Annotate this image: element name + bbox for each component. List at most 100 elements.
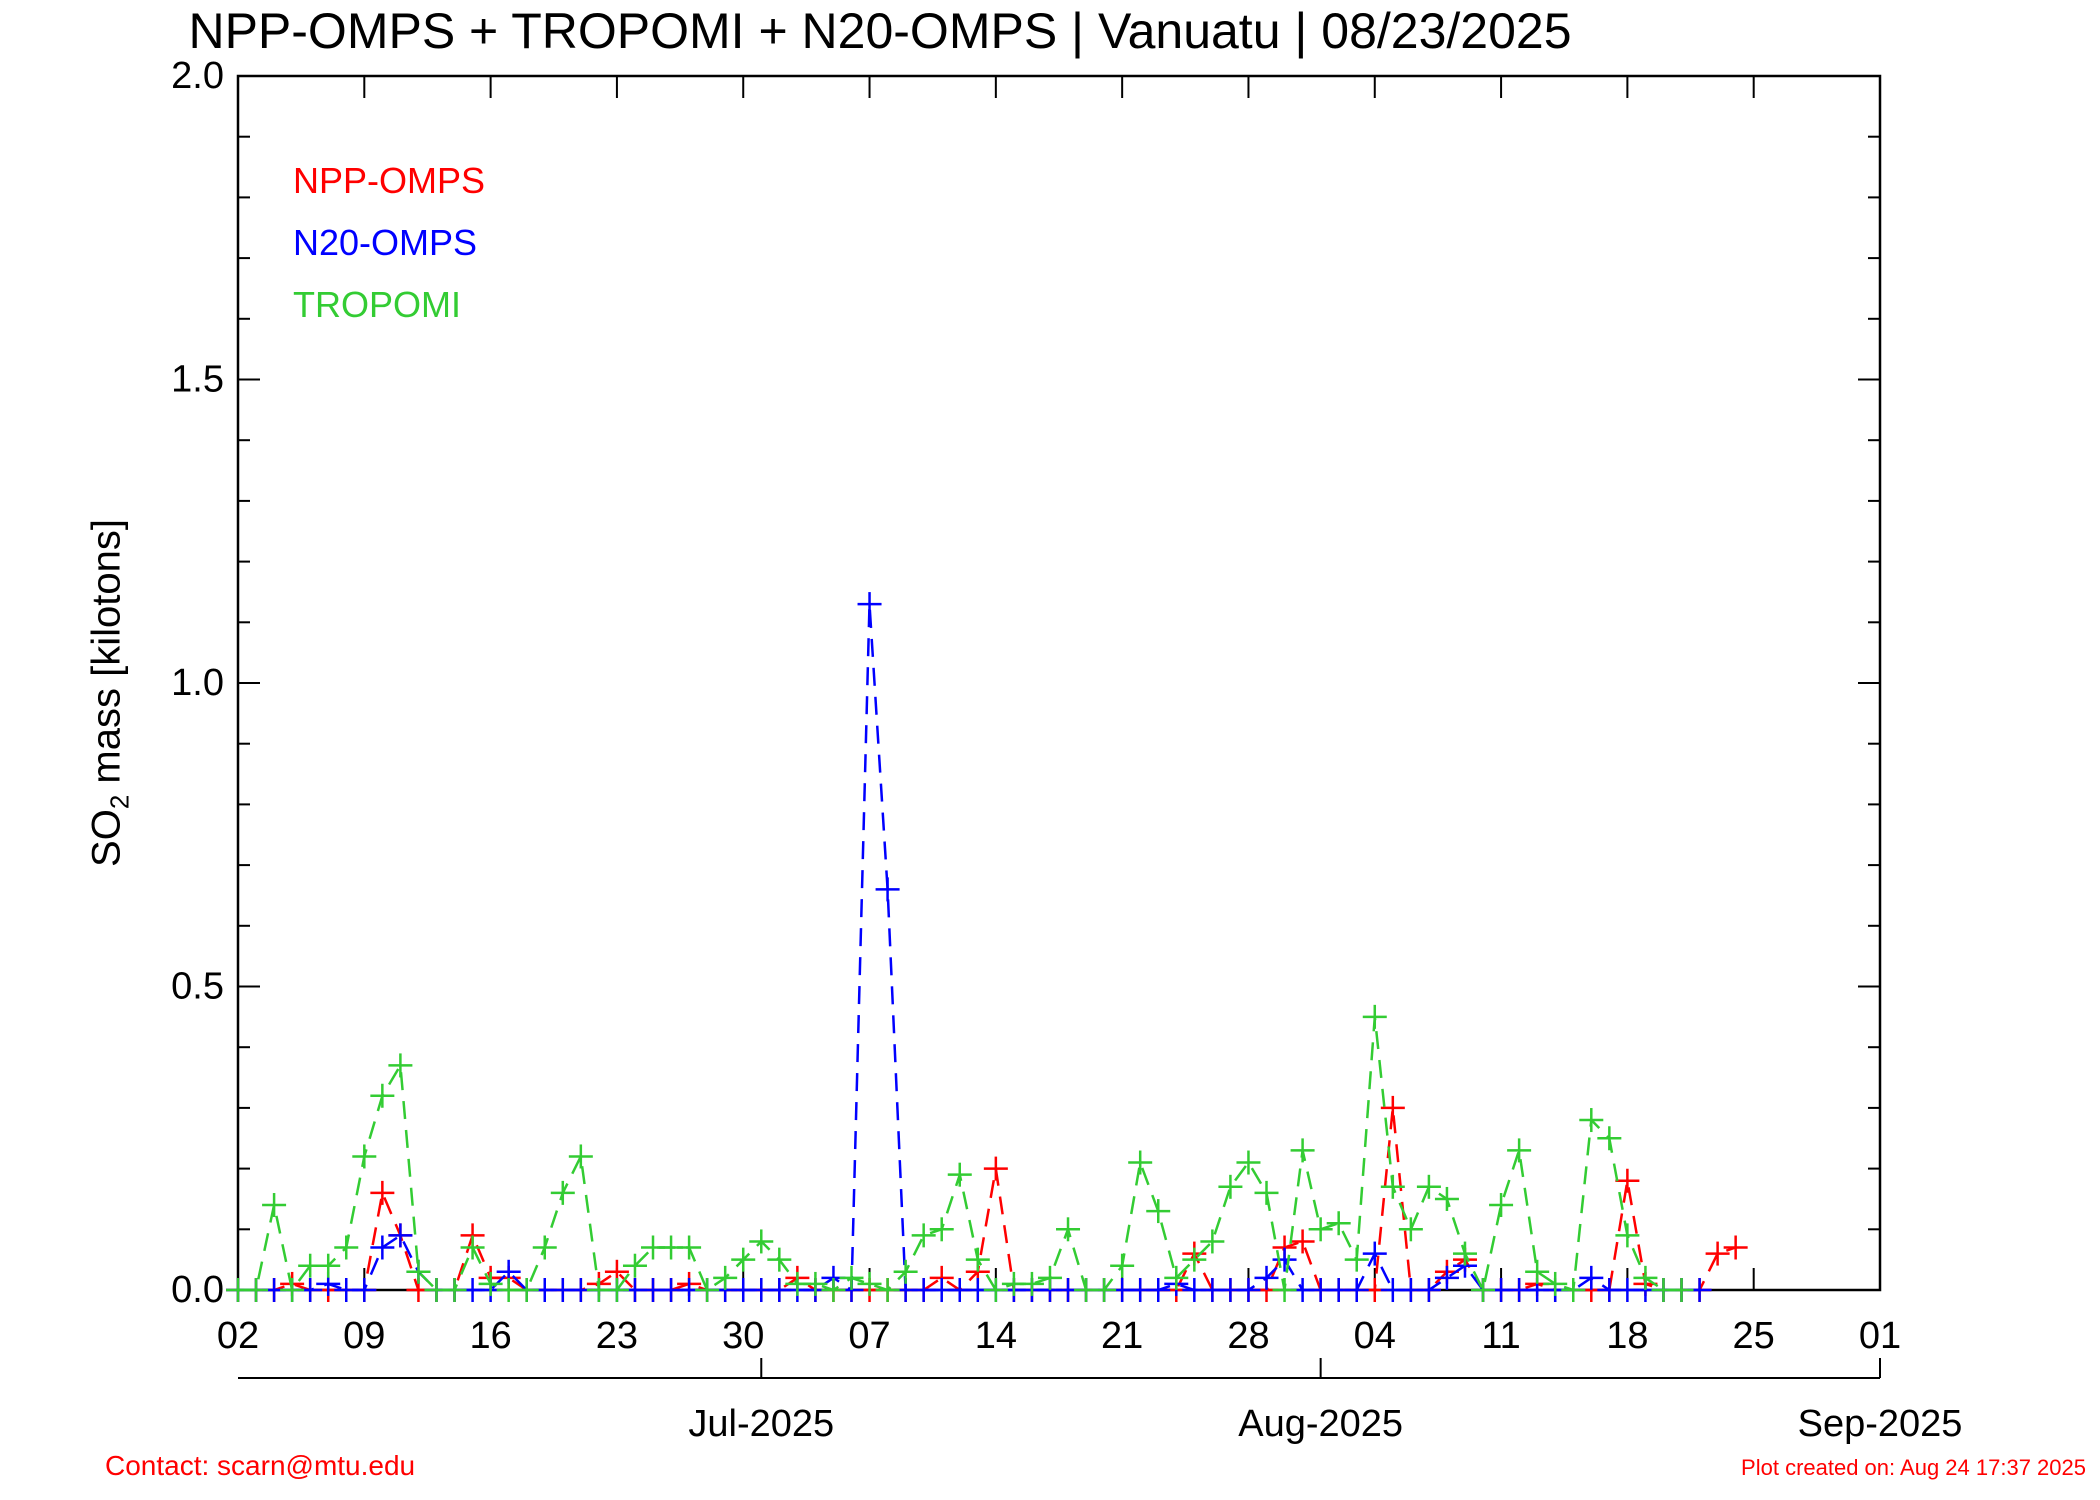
x-tick-label: 07 <box>848 1315 890 1357</box>
data-point-tropomi <box>983 1278 1008 1302</box>
data-point-tropomi <box>1507 1138 1532 1163</box>
x-tick-label: 23 <box>596 1315 638 1357</box>
data-point-npp-omps <box>1290 1229 1315 1254</box>
data-point-tropomi <box>1615 1223 1640 1248</box>
data-point-tropomi <box>677 1235 702 1260</box>
legend-entry-npp-omps: NPP-OMPS <box>293 160 486 201</box>
data-point-tropomi <box>334 1235 359 1260</box>
data-point-tropomi <box>749 1229 774 1254</box>
x-tick-label: 02 <box>217 1315 259 1357</box>
month-label: Aug-2025 <box>1238 1403 1403 1445</box>
data-point-tropomi <box>1254 1180 1279 1205</box>
legend-entry-n20-omps: N20-OMPS <box>293 222 478 263</box>
data-point-n20-omps <box>1434 1265 1459 1290</box>
data-point-tropomi <box>875 1278 900 1302</box>
data-point-tropomi <box>604 1278 629 1302</box>
data-point-npp-omps <box>370 1180 395 1205</box>
y-axis-label: SO2 mass [kilotons] <box>84 519 135 867</box>
data-point-npp-omps <box>1380 1095 1405 1120</box>
x-tick-label: 18 <box>1606 1315 1648 1357</box>
data-point-n20-omps <box>1272 1247 1297 1272</box>
month-label: Jul-2025 <box>688 1403 834 1445</box>
data-point-tropomi <box>1272 1278 1297 1302</box>
y-tick-label: 0.5 <box>171 966 224 1008</box>
data-point-tropomi <box>1597 1126 1622 1151</box>
data-point-tropomi <box>1110 1253 1135 1278</box>
data-point-tropomi <box>370 1083 395 1108</box>
data-point-n20-omps <box>1236 1278 1261 1302</box>
data-point-tropomi <box>731 1247 756 1272</box>
legend-entry-tropomi: TROPOMI <box>293 284 461 325</box>
x-tick-label: 11 <box>1481 1315 1520 1357</box>
data-point-tropomi <box>550 1180 575 1205</box>
contact-text: Contact: scarn@mtu.edu <box>105 1450 416 1481</box>
data-point-tropomi <box>1056 1217 1081 1242</box>
data-point-n20-omps <box>370 1235 395 1260</box>
data-point-tropomi <box>803 1271 828 1296</box>
series-line-npp-omps <box>238 1107 1737 1292</box>
data-point-tropomi <box>1525 1259 1550 1284</box>
chart-title: NPP-OMPS + TROPOMI + N20-OMPS | Vanuatu … <box>188 3 1572 59</box>
data-point-tropomi <box>1146 1199 1171 1224</box>
data-point-tropomi <box>893 1259 918 1284</box>
y-tick-label: 1.0 <box>171 662 224 704</box>
data-point-tropomi <box>1092 1278 1117 1302</box>
data-point-tropomi <box>460 1235 485 1260</box>
data-point-tropomi <box>1561 1278 1586 1302</box>
data-point-tropomi <box>1037 1265 1062 1290</box>
data-point-tropomi <box>1200 1229 1225 1254</box>
data-point-tropomi <box>1452 1241 1477 1266</box>
data-point-tropomi <box>857 1271 882 1296</box>
data-point-tropomi <box>1308 1217 1333 1242</box>
data-point-tropomi <box>280 1278 305 1302</box>
data-point-tropomi <box>1434 1186 1459 1211</box>
data-point-tropomi <box>1290 1138 1315 1163</box>
data-point-tropomi <box>622 1253 647 1278</box>
data-point-tropomi <box>1182 1247 1207 1272</box>
data-point-n20-omps <box>1146 1278 1171 1302</box>
data-point-tropomi <box>1669 1278 1694 1302</box>
data-point-tropomi <box>1019 1271 1044 1296</box>
data-point-n20-omps <box>1416 1278 1441 1302</box>
data-point-npp-omps <box>983 1156 1008 1181</box>
data-point-tropomi <box>1489 1193 1514 1218</box>
x-tick-label: 04 <box>1354 1315 1396 1357</box>
y-tick-label: 1.5 <box>171 359 224 401</box>
data-point-n20-omps <box>857 592 882 617</box>
data-point-tropomi <box>1164 1265 1189 1290</box>
data-point-tropomi <box>839 1265 864 1290</box>
data-point-tropomi <box>821 1278 846 1302</box>
data-point-npp-omps <box>1723 1235 1748 1260</box>
data-point-n20-omps <box>1362 1241 1387 1266</box>
data-point-tropomi <box>244 1278 269 1302</box>
data-point-tropomi <box>767 1247 792 1272</box>
x-tick-label: 21 <box>1101 1315 1143 1357</box>
data-point-tropomi <box>965 1247 990 1272</box>
x-tick-label: 09 <box>343 1315 385 1357</box>
data-point-tropomi <box>352 1144 377 1169</box>
y-tick-label: 0.0 <box>171 1269 224 1311</box>
data-point-tropomi <box>695 1278 720 1302</box>
data-point-tropomi <box>713 1265 738 1290</box>
data-point-tropomi <box>1326 1211 1351 1236</box>
data-point-tropomi <box>1416 1174 1441 1199</box>
data-point-tropomi <box>1344 1247 1369 1272</box>
x-tick-label: 01 <box>1859 1315 1901 1357</box>
data-point-n20-omps <box>1254 1265 1279 1290</box>
y-tick-label: 2.0 <box>171 55 224 97</box>
data-point-tropomi <box>1543 1271 1568 1296</box>
month-label: Sep-2025 <box>1798 1403 1963 1445</box>
x-tick-label: 30 <box>722 1315 764 1357</box>
data-point-tropomi <box>1398 1217 1423 1242</box>
data-point-npp-omps <box>1615 1168 1640 1193</box>
data-point-tropomi <box>1633 1265 1658 1290</box>
data-point-tropomi <box>568 1144 593 1169</box>
data-point-n20-omps <box>1579 1265 1604 1290</box>
data-point-tropomi <box>1362 1004 1387 1029</box>
x-tick-label: 14 <box>975 1315 1017 1357</box>
data-point-tropomi <box>316 1253 341 1278</box>
data-point-tropomi <box>406 1259 431 1284</box>
data-point-n20-omps <box>875 877 900 902</box>
data-point-tropomi <box>1236 1150 1261 1175</box>
plot-frame <box>236 74 1882 1292</box>
